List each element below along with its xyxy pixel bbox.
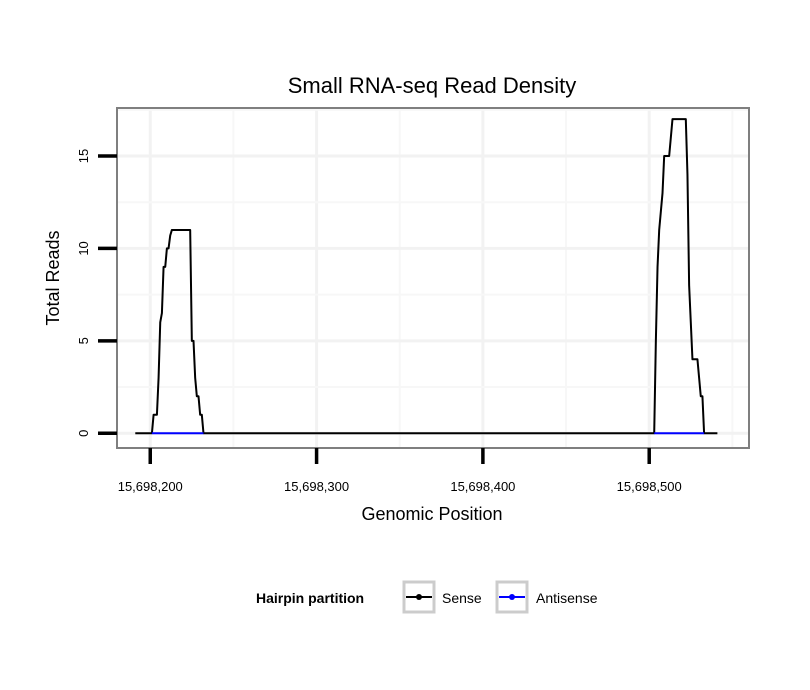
series-layer [135, 118, 718, 435]
legend-label-sense: Sense [442, 590, 482, 606]
chart-title: Small RNA-seq Read Density [288, 73, 577, 98]
x-axis: 15,698,200 15,698,300 15,698,400 15,698,500 [118, 448, 682, 494]
legend-marker-sense [416, 594, 422, 600]
x-axis-title: Genomic Position [361, 504, 502, 524]
x-tick-label-3: 15,698,500 [617, 479, 682, 494]
plot-border [116, 107, 750, 449]
legend-item-antisense: Antisense [495, 580, 598, 614]
plot-panel [117, 108, 749, 448]
y-tick-label-1: 5 [76, 337, 91, 344]
y-axis: 0 5 10 15 [76, 149, 117, 437]
legend-label-antisense: Antisense [536, 590, 598, 606]
y-tick-label-2: 10 [76, 241, 91, 255]
legend-marker-antisense [509, 594, 515, 600]
x-tick-label-0: 15,698,200 [118, 479, 183, 494]
y-tick-label-3: 15 [76, 149, 91, 163]
x-tick-label-1: 15,698,300 [284, 479, 349, 494]
legend-title: Hairpin partition [256, 590, 364, 606]
legend: Hairpin partition Sense Antisense [256, 580, 598, 614]
y-tick-label-0: 0 [76, 430, 91, 437]
y-axis-title: Total Reads [43, 230, 63, 325]
x-tick-label-2: 15,698,400 [450, 479, 515, 494]
legend-item-sense: Sense [402, 580, 482, 614]
